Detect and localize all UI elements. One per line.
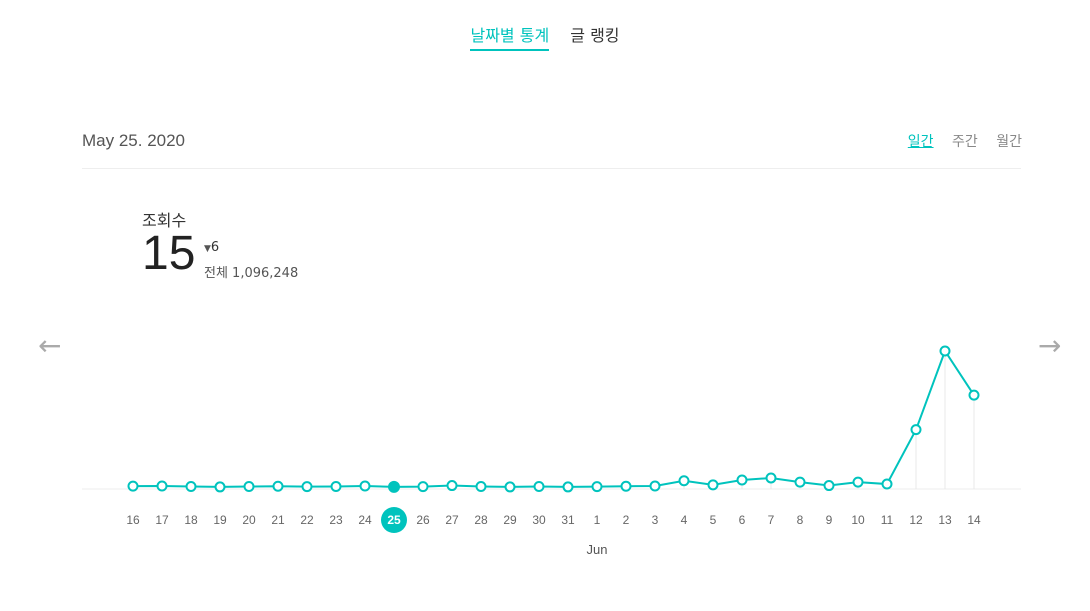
data-point xyxy=(794,476,806,488)
stats-tabs: 날짜별 통계 글 랭킹 xyxy=(0,22,1090,51)
header-divider xyxy=(82,168,1021,169)
data-point xyxy=(707,479,719,491)
data-point xyxy=(214,481,226,493)
metric-value: 15 xyxy=(142,227,196,280)
x-tick-label: 1 xyxy=(594,513,601,527)
x-tick-label: 12 xyxy=(909,513,923,527)
data-point xyxy=(968,389,980,401)
x-tick-label: 28 xyxy=(474,513,488,527)
x-tick-label: 26 xyxy=(416,513,430,527)
data-point xyxy=(127,480,139,492)
data-point-selected xyxy=(388,480,400,493)
x-tick-label: 19 xyxy=(213,513,227,527)
tab-daily-stats[interactable]: 날짜별 통계 xyxy=(470,22,550,51)
x-tick-label: 20 xyxy=(242,513,256,527)
x-tick-label: 27 xyxy=(445,513,459,527)
x-tick-label: 4 xyxy=(681,513,688,527)
data-point xyxy=(301,481,313,493)
series-line xyxy=(132,348,975,488)
period-daily[interactable]: 일간 xyxy=(907,134,934,150)
x-tick-label: 6 xyxy=(739,513,746,527)
x-tick-label: 8 xyxy=(797,513,804,527)
data-point xyxy=(156,480,168,492)
data-point xyxy=(823,480,835,492)
metric-total: 전체 1,096,248 xyxy=(204,266,299,281)
tab-post-ranking[interactable]: 글 랭킹 xyxy=(570,26,620,45)
data-point xyxy=(562,481,574,493)
x-tick-label: 30 xyxy=(532,513,546,527)
x-tick-label: 23 xyxy=(329,513,343,527)
data-point xyxy=(243,481,255,493)
x-tick-label: 2 xyxy=(623,513,630,527)
data-point xyxy=(852,476,864,488)
x-tick-label: 22 xyxy=(300,513,314,527)
data-point xyxy=(330,481,342,493)
x-tick-label: 16 xyxy=(126,513,140,527)
data-point xyxy=(359,480,371,492)
arrow-left-icon[interactable]: ← xyxy=(38,329,62,362)
data-point xyxy=(649,480,661,492)
period-selector: 일간 주간 월간 xyxy=(894,131,1022,151)
x-tick-label: 14 xyxy=(967,513,981,527)
x-tick-label: 24 xyxy=(358,513,372,527)
data-point xyxy=(678,475,690,487)
x-tick-label: 21 xyxy=(271,513,285,527)
data-point xyxy=(765,472,777,484)
data-point xyxy=(446,480,458,492)
data-point xyxy=(185,481,197,493)
data-point xyxy=(504,481,516,493)
selected-date: May 25. 2020 xyxy=(82,131,186,150)
month-label: Jun xyxy=(587,542,608,557)
period-weekly[interactable]: 주간 xyxy=(952,134,978,150)
x-tick-label: 10 xyxy=(851,513,865,527)
data-point xyxy=(591,481,603,493)
x-tick-label: 29 xyxy=(503,513,517,527)
data-point xyxy=(736,474,748,486)
period-monthly[interactable]: 월간 xyxy=(996,134,1022,150)
metric-delta-value: 6 xyxy=(210,240,220,255)
x-tick-label: 31 xyxy=(561,513,575,527)
data-point xyxy=(533,481,545,493)
x-tick-label: 13 xyxy=(938,513,952,527)
x-tick-label: 17 xyxy=(155,513,169,527)
data-point xyxy=(910,424,922,436)
x-tick-label: 9 xyxy=(826,513,833,527)
data-point xyxy=(939,345,951,357)
x-tick-label: 25 xyxy=(387,513,401,527)
data-point xyxy=(881,478,893,490)
data-point xyxy=(475,481,487,493)
x-tick-label: 7 xyxy=(768,513,775,527)
arrow-right-icon[interactable]: → xyxy=(1038,329,1062,362)
down-triangle-icon: ▼ xyxy=(204,244,211,254)
data-point xyxy=(272,480,284,492)
metric-delta: ▼6 xyxy=(204,240,219,255)
metric-label: 조회수 xyxy=(142,211,187,230)
x-tick-label: 18 xyxy=(184,513,198,527)
selected-date-marker xyxy=(381,507,407,533)
x-tick-label: 11 xyxy=(881,513,894,527)
x-tick-label: 3 xyxy=(652,513,659,527)
data-point xyxy=(620,480,632,492)
data-point xyxy=(417,481,429,493)
x-tick-label: 5 xyxy=(710,513,717,527)
